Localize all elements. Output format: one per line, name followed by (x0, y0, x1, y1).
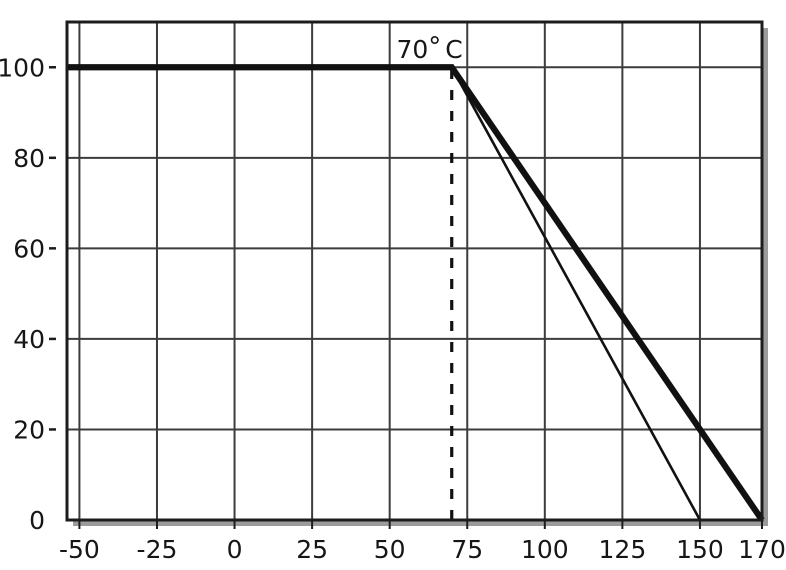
x-tick-label-25: 25 (296, 535, 328, 564)
y-tick-label-0: 0 (29, 506, 45, 535)
x-tick-label-150: 150 (676, 535, 724, 564)
derating-curve-bold (67, 64, 765, 522)
x-tick-label-170: 170 (738, 535, 786, 564)
x-tick-label-125: 125 (599, 535, 647, 564)
x-tick-label--50: -50 (59, 535, 100, 564)
y-tick-label-20: 20 (13, 415, 45, 444)
annotation-70c: 70° C (396, 32, 462, 64)
x-tick-label-0: 0 (227, 535, 243, 564)
y-tick-label-100: 100 (0, 53, 45, 82)
y-tick-label-40: 40 (13, 325, 45, 354)
y-tick-label-60: 60 (13, 234, 45, 263)
y-tick-label-80: 80 (13, 144, 45, 173)
plot-frame (65, 20, 764, 522)
x-tick-label--25: -25 (137, 535, 178, 564)
x-tick-label-100: 100 (521, 535, 569, 564)
plot-area (67, 22, 762, 520)
x-tick-label-75: 75 (451, 535, 483, 564)
x-tick-label-50: 50 (374, 535, 406, 564)
derating-curve-thin (450, 66, 702, 521)
